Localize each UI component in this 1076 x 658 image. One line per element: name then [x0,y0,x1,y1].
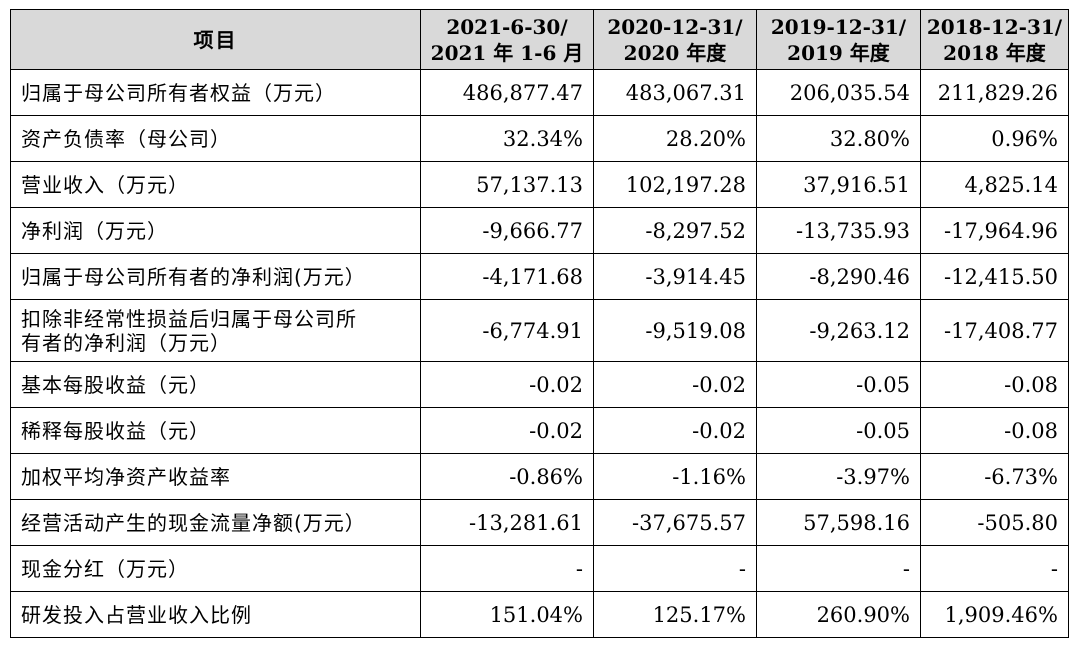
cell-2020: -0.02 [593,407,757,454]
cell-2018: -0.08 [920,407,1069,454]
cell-2020: 125.17% [593,591,757,638]
cell-2020: 102,197.28 [593,161,757,208]
row-label: 营业收入（万元） [10,161,421,208]
header-2020-date: 2020-12-31/ [607,14,743,39]
header-2018-date: 2018-12-31/ [926,14,1063,39]
header-2021h1: 2021-6-30/ 2021 年 1-6 月 [420,9,594,70]
table-header: 项目 2021-6-30/ 2021 年 1-6 月 2020-12-31/ 2… [10,9,1069,70]
cell-2020: 28.20% [593,115,757,162]
row-label: 现金分红（万元） [10,545,421,592]
cell-2018: 211,829.26 [920,69,1069,116]
cell-2018: 1,909.46% [920,591,1069,638]
row-label: 经营活动产生的现金流量净额(万元） [10,499,421,546]
header-row: 项目 2021-6-30/ 2021 年 1-6 月 2020-12-31/ 2… [10,9,1069,70]
cell-2021h1: 57,137.13 [420,161,594,208]
row-label: 稀释每股收益（元） [10,407,421,454]
header-2019-date: 2019-12-31/ [770,14,907,39]
cell-2019: -0.05 [756,361,921,408]
table-row: 归属于母公司所有者的净利润(万元） -4,171.68 -3,914.45 -8… [10,253,1069,300]
cell-2019: -8,290.46 [756,253,921,300]
table-row: 资产负债率（母公司） 32.34% 28.20% 32.80% 0.96% [10,115,1069,162]
cell-2020: 483,067.31 [593,69,757,116]
cell-2021h1: -0.86% [420,453,594,500]
cell-2019: - [756,545,921,592]
table-row: 加权平均净资产收益率 -0.86% -1.16% -3.97% -6.73% [10,453,1069,500]
row-label: 扣除非经常性损益后归属于母公司所 有者的净利润（万元） [10,299,421,362]
cell-2018: -0.08 [920,361,1069,408]
cell-2021h1: 151.04% [420,591,594,638]
financial-table-container: 项目 2021-6-30/ 2021 年 1-6 月 2020-12-31/ 2… [10,9,1069,638]
row-label: 加权平均净资产收益率 [10,453,421,500]
table-row: 基本每股收益（元） -0.02 -0.02 -0.05 -0.08 [10,361,1069,408]
cell-2020: -1.16% [593,453,757,500]
cell-2021h1: -13,281.61 [420,499,594,546]
table-row: 归属于母公司所有者权益（万元） 486,877.47 483,067.31 20… [10,69,1069,116]
row-label: 研发投入占营业收入比例 [10,591,421,638]
table-row: 净利润（万元） -9,666.77 -8,297.52 -13,735.93 -… [10,207,1069,254]
cell-2021h1: 32.34% [420,115,594,162]
table-body: 归属于母公司所有者权益（万元） 486,877.47 483,067.31 20… [10,69,1069,638]
row-label-line2: 有者的净利润（万元） [21,330,231,355]
row-label: 归属于母公司所有者的净利润(万元） [10,253,421,300]
cell-2019: -9,263.12 [756,299,921,362]
header-2019-period: 2019 年度 [787,40,890,65]
row-label-line1: 扣除非经常性损益后归属于母公司所 [21,306,357,331]
cell-2018: -6.73% [920,453,1069,500]
header-item: 项目 [10,9,421,70]
table-row: 营业收入（万元） 57,137.13 102,197.28 37,916.51 … [10,161,1069,208]
cell-2021h1: -0.02 [420,361,594,408]
cell-2019: -13,735.93 [756,207,921,254]
cell-2019: 57,598.16 [756,499,921,546]
cell-2019: 260.90% [756,591,921,638]
header-item-label: 项目 [193,27,238,52]
table-row: 扣除非经常性损益后归属于母公司所 有者的净利润（万元） -6,774.91 -9… [10,299,1069,362]
cell-2018: 0.96% [920,115,1069,162]
cell-2020: -3,914.45 [593,253,757,300]
header-2019: 2019-12-31/ 2019 年度 [756,9,921,70]
table-row: 现金分红（万元） - - - - [10,545,1069,592]
header-2021h1-date: 2021-6-30/ [446,14,568,39]
cell-2021h1: -6,774.91 [420,299,594,362]
cell-2020: -9,519.08 [593,299,757,362]
cell-2018: -17,964.96 [920,207,1069,254]
cell-2021h1: -0.02 [420,407,594,454]
header-2018-period: 2018 年度 [943,40,1046,65]
table-row: 稀释每股收益（元） -0.02 -0.02 -0.05 -0.08 [10,407,1069,454]
cell-2020: -37,675.57 [593,499,757,546]
cell-2019: 206,035.54 [756,69,921,116]
cell-2019: -3.97% [756,453,921,500]
cell-2020: -8,297.52 [593,207,757,254]
cell-2020: - [593,545,757,592]
header-2018: 2018-12-31/ 2018 年度 [920,9,1069,70]
cell-2021h1: -4,171.68 [420,253,594,300]
row-label: 归属于母公司所有者权益（万元） [10,69,421,116]
row-label: 资产负债率（母公司） [10,115,421,162]
cell-2019: 37,916.51 [756,161,921,208]
cell-2019: -0.05 [756,407,921,454]
cell-2018: -505.80 [920,499,1069,546]
header-2020: 2020-12-31/ 2020 年度 [593,9,757,70]
cell-2018: - [920,545,1069,592]
header-2020-period: 2020 年度 [623,40,727,65]
table-row: 经营活动产生的现金流量净额(万元） -13,281.61 -37,675.57 … [10,499,1069,546]
header-2021h1-period: 2021 年 1-6 月 [430,40,584,65]
row-label: 净利润（万元） [10,207,421,254]
table-row: 研发投入占营业收入比例 151.04% 125.17% 260.90% 1,90… [10,591,1069,638]
cell-2021h1: 486,877.47 [420,69,594,116]
cell-2018: 4,825.14 [920,161,1069,208]
cell-2018: -17,408.77 [920,299,1069,362]
cell-2019: 32.80% [756,115,921,162]
cell-2020: -0.02 [593,361,757,408]
cell-2021h1: - [420,545,594,592]
cell-2021h1: -9,666.77 [420,207,594,254]
row-label: 基本每股收益（元） [10,361,421,408]
cell-2018: -12,415.50 [920,253,1069,300]
financial-data-table: 项目 2021-6-30/ 2021 年 1-6 月 2020-12-31/ 2… [10,9,1069,638]
